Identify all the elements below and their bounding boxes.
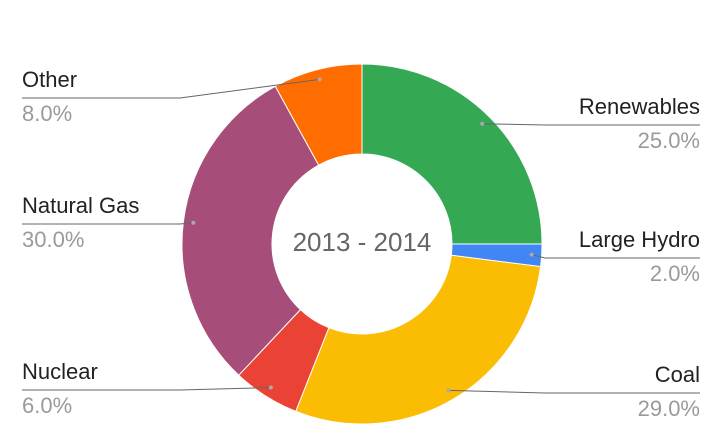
leader-dot xyxy=(191,220,196,225)
donut-slice xyxy=(181,85,320,376)
slice-label: Large Hydro xyxy=(579,227,700,252)
leader-dot xyxy=(317,77,322,82)
leader-dot xyxy=(480,121,485,126)
slice-value-label: 30.0% xyxy=(22,227,84,252)
slice-label: Nuclear xyxy=(22,359,98,384)
slice-label: Other xyxy=(22,67,77,92)
donut-slice xyxy=(295,254,542,425)
leader-line xyxy=(531,254,700,259)
donut-slice xyxy=(361,63,543,245)
leader-line xyxy=(22,222,194,225)
slice-value-label: 25.0% xyxy=(638,128,700,153)
leader-dot xyxy=(529,252,534,257)
donut-slice xyxy=(274,63,363,166)
leader-dot xyxy=(268,385,273,390)
slice-label: Coal xyxy=(655,362,700,387)
leader-line xyxy=(482,123,700,126)
slice-value-label: 2.0% xyxy=(650,261,700,286)
slice-value-label: 8.0% xyxy=(22,101,72,126)
slice-label: Renewables xyxy=(579,94,700,119)
leader-line xyxy=(22,387,271,391)
slice-value-label: 6.0% xyxy=(22,393,72,418)
leader-line xyxy=(448,389,700,394)
leader-line xyxy=(22,78,320,99)
leader-dot xyxy=(446,388,451,393)
slice-label: Natural Gas xyxy=(22,193,139,218)
center-text: 2013 - 2014 xyxy=(293,227,432,257)
slice-value-label: 29.0% xyxy=(638,396,700,421)
